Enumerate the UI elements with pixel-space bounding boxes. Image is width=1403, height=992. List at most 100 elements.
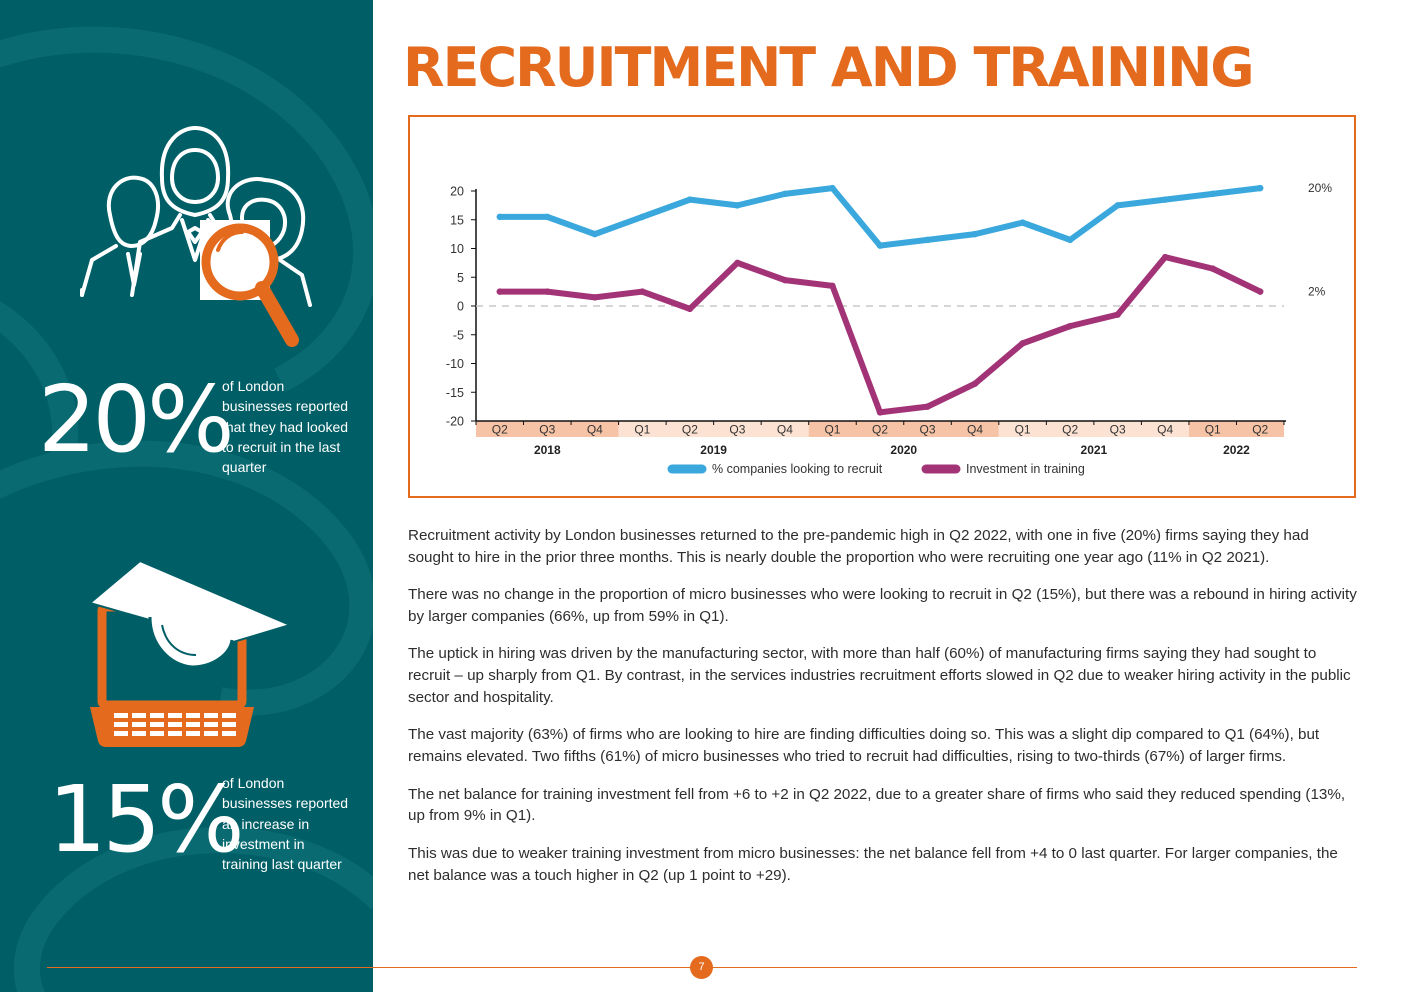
stat-recruit-line: quarter (222, 459, 267, 476)
data-point (591, 230, 599, 238)
y-tick-label: -15 (446, 386, 464, 400)
data-point (1066, 322, 1074, 330)
year-label: 2018 (534, 443, 561, 457)
stat-recruit-description: of London businesses reported that they … (222, 376, 367, 477)
series-line-training (496, 254, 1264, 416)
data-point (1209, 265, 1216, 272)
data-point (781, 276, 789, 284)
data-point (639, 288, 646, 295)
stat-training-line: businesses reported (222, 795, 349, 812)
data-point (1209, 190, 1216, 198)
year-band (1188, 421, 1284, 437)
x-tick-label: Q2 (492, 423, 508, 437)
year-label: 2022 (1223, 443, 1250, 457)
stat-recruit-line: that they had looked (222, 418, 349, 435)
data-point (1114, 311, 1121, 318)
people-magnifier-icon (80, 126, 312, 347)
data-point (1066, 236, 1074, 244)
y-tick-label: 10 (450, 242, 464, 256)
year-label: 2021 (1081, 443, 1108, 457)
stat-recruit-line: to recruit in the last (222, 438, 341, 455)
data-point (544, 213, 551, 221)
stat-training-line: investment in (222, 835, 305, 852)
data-point (686, 196, 694, 203)
stat-training-line: of London (222, 775, 285, 791)
x-tick-label: Q2 (1062, 423, 1078, 437)
paragraph: The net balance for training investment … (408, 785, 1346, 825)
data-point (781, 190, 789, 198)
data-point (1114, 202, 1121, 209)
x-tick-label: Q4 (967, 423, 983, 437)
data-point (1257, 184, 1264, 192)
y-tick-label: -10 (446, 357, 464, 371)
x-tick-label: Q2 (872, 423, 888, 437)
paragraph: The uptick in hiring was driven by the m… (408, 645, 1351, 706)
data-point (544, 288, 551, 295)
paragraph: This was due to weaker training investme… (408, 844, 1338, 884)
y-tick-label: 5 (457, 271, 464, 285)
data-point (1161, 253, 1169, 261)
x-tick-label: Q3 (920, 423, 936, 437)
data-point (639, 213, 646, 221)
stat-training-line: training last quarter (222, 856, 342, 873)
body-text: Recruitment activity by London businesse… (408, 525, 1358, 902)
stat-training-value: 15% (48, 766, 244, 873)
data-point (924, 403, 931, 410)
legend-label: % companies looking to recruit (712, 462, 883, 476)
sidebar: 20% of London businesses reported that t… (0, 0, 373, 992)
x-tick-label: Q1 (824, 423, 840, 437)
x-tick-label: Q1 (1015, 423, 1031, 437)
data-point (1161, 196, 1169, 203)
page-title: RECRUITMENT AND TRAINING (403, 36, 1255, 99)
end-value-label: 2% (1308, 285, 1326, 299)
data-point (876, 242, 884, 249)
stat-recruit-line: of London (222, 378, 285, 394)
page-number: 7 (690, 956, 713, 979)
data-point (1257, 288, 1264, 295)
data-point (971, 380, 979, 387)
y-tick-label: 0 (457, 300, 464, 314)
data-point (686, 305, 694, 313)
x-tick-label: Q3 (729, 423, 745, 437)
stat-recruit-line: businesses reported (222, 398, 349, 415)
data-point (829, 184, 836, 192)
data-point (924, 236, 931, 244)
stat-training-description: of London businesses reported an increas… (222, 773, 367, 874)
y-tick-label: 20 (450, 185, 464, 199)
y-tick-label: 15 (450, 213, 464, 227)
year-band (476, 421, 619, 437)
paragraph: There was no change in the proportion of… (408, 586, 1357, 625)
x-tick-label: Q1 (634, 423, 650, 437)
data-point (876, 409, 884, 416)
end-value-label: 20% (1308, 181, 1332, 195)
decorative-swirl (0, 26, 373, 992)
data-point (829, 282, 836, 290)
data-point (1019, 340, 1026, 347)
data-point (496, 288, 503, 295)
data-point (1019, 219, 1026, 226)
x-tick-label: Q3 (1110, 423, 1126, 437)
x-tick-label: Q4 (777, 423, 793, 437)
x-tick-label: Q2 (682, 423, 698, 437)
stat-training-line: an increase in (222, 815, 310, 832)
data-point (971, 230, 979, 238)
paragraph: Recruitment activity by London businesse… (408, 527, 1309, 566)
series-line-recruit (496, 185, 1264, 249)
data-point (591, 294, 599, 301)
data-point (734, 202, 741, 209)
laptop-graduation-cap-icon (87, 559, 293, 747)
year-label: 2019 (700, 443, 727, 457)
year-label: 2020 (890, 443, 917, 457)
y-tick-label: -5 (453, 328, 464, 342)
stat-recruit-value: 20% (38, 366, 234, 473)
data-point (496, 213, 503, 221)
x-tick-label: Q2 (1252, 423, 1268, 437)
data-point (734, 259, 741, 267)
paragraph: The vast majority (63%) of firms who are… (408, 726, 1320, 766)
x-tick-label: Q4 (1157, 423, 1173, 437)
x-tick-label: Q4 (587, 423, 603, 437)
legend-label: Investment in training (966, 462, 1085, 476)
x-tick-label: Q3 (539, 423, 555, 437)
x-tick-label: Q1 (1205, 423, 1221, 437)
